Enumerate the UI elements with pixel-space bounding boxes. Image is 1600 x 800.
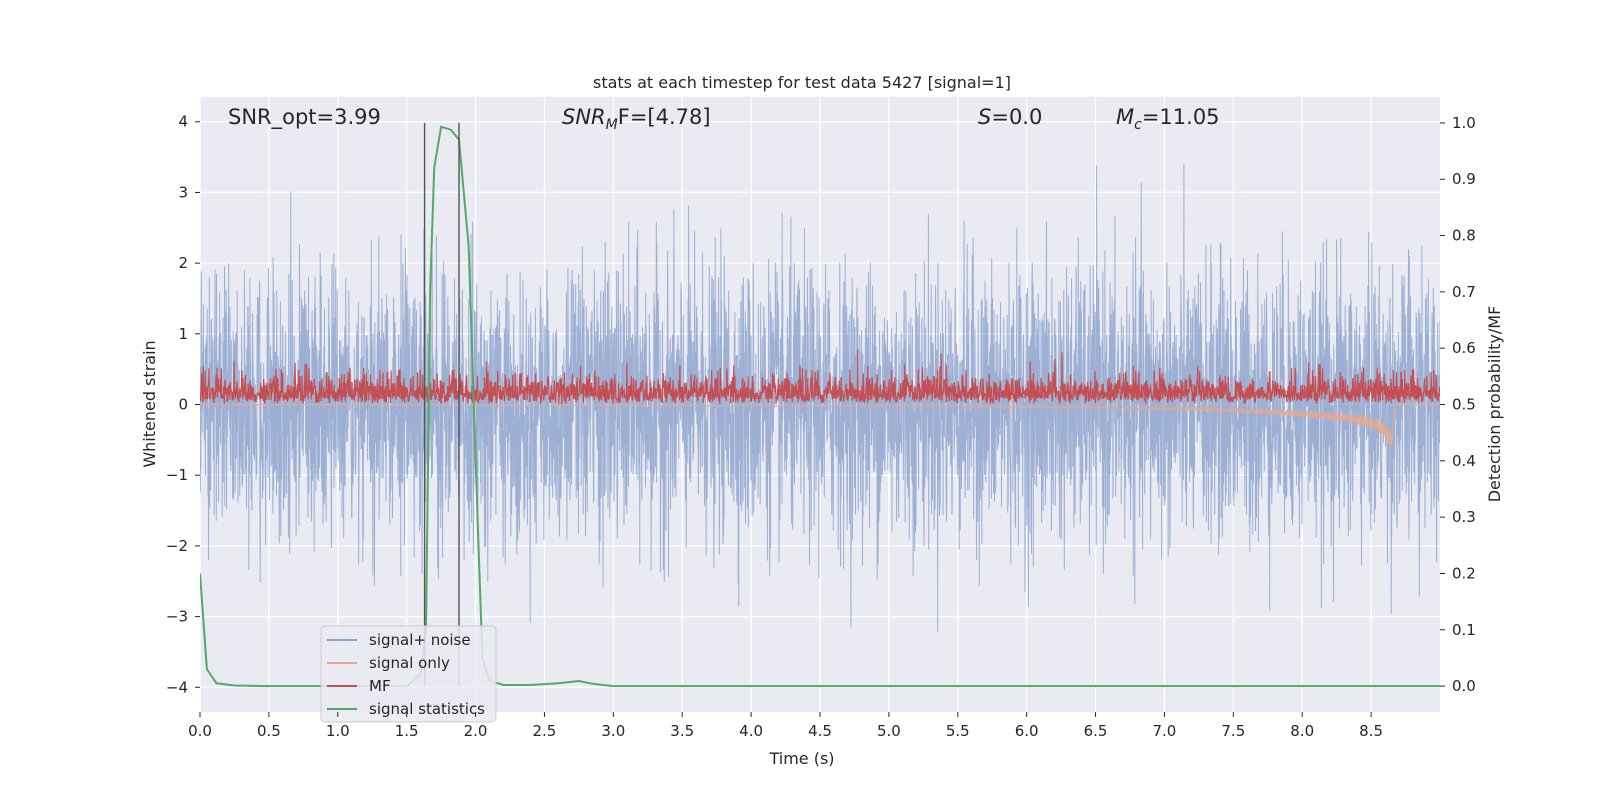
legend-label: signal statistics — [369, 700, 485, 718]
x-tick-label: 1.5 — [395, 722, 419, 740]
y-tick-label-right: 0.7 — [1452, 283, 1476, 301]
x-tick-label: 1.0 — [326, 722, 350, 740]
y-tick-label-right: 0.2 — [1452, 564, 1476, 582]
legend-label: signal+ noise — [369, 631, 471, 649]
y-tick-label-right: 0.8 — [1452, 227, 1476, 245]
y-tick-label-right: 0.0 — [1452, 677, 1476, 695]
series-signal-only-line — [200, 403, 1440, 448]
y-tick-label-left: 0 — [178, 396, 188, 414]
annotations: SNR_opt=3.99 SNRMF=[4.78] S=0.0 Mc=11.05 — [228, 105, 1220, 133]
y-tick-label-right: 0.1 — [1452, 621, 1476, 639]
x-tick-label: 7.5 — [1221, 722, 1245, 740]
y-tick-label-left: 2 — [178, 254, 188, 272]
x-tick-label: 5.5 — [946, 722, 970, 740]
y-tick-label-right: 1.0 — [1452, 114, 1476, 132]
x-tick-label: 2.5 — [533, 722, 557, 740]
x-tick-label: 6.5 — [1084, 722, 1108, 740]
x-tick-label: 0.0 — [188, 722, 212, 740]
y-tick-label-left: −2 — [166, 537, 188, 555]
series-layer — [200, 125, 1440, 688]
x-tick-label: 3.0 — [601, 722, 625, 740]
legend-box — [320, 625, 497, 723]
y-tick-label-left: −1 — [166, 466, 188, 484]
y-tick-label-left: −3 — [166, 608, 188, 626]
y-tick-label-right: 0.6 — [1452, 339, 1476, 357]
y-tick-label-right: 0.3 — [1452, 508, 1476, 526]
x-tick-label: 8.5 — [1359, 722, 1383, 740]
annotation-s: S=0.0 — [978, 105, 1042, 129]
series-mf-line — [200, 348, 1440, 405]
legend-label: MF — [369, 677, 391, 695]
y-tick-label-right: 0.9 — [1452, 170, 1476, 188]
annotation-snr-opt: SNR_opt=3.99 — [228, 105, 381, 130]
y-axis-label-right: Detection probability/MF — [1485, 306, 1504, 503]
x-tick-label: 6.0 — [1015, 722, 1039, 740]
y-tick-label-left: 1 — [178, 325, 188, 343]
x-tick-label: 4.5 — [808, 722, 832, 740]
axes: 0.0 0.5 1.0 1.5 2.0 2.5 3.0 3.5 4.0 4.5 5.0 5.5 6.0 6… — [166, 113, 1476, 740]
annotation-mc: Mc=11.05 — [1116, 105, 1220, 133]
x-tick-label: 0.5 — [257, 722, 281, 740]
annotation-snr-mf: SNRMF=[4.78] — [562, 105, 711, 133]
x-tick-label: 3.5 — [670, 722, 694, 740]
y-tick-label-right: 0.4 — [1452, 452, 1476, 470]
x-axis-label: Time (s) — [768, 749, 834, 768]
x-tick-label: 5.0 — [877, 722, 901, 740]
y-axis-label-left: Whitened strain — [140, 340, 159, 467]
x-tick-label: 8.0 — [1290, 722, 1314, 740]
legend: signal+ noise signal only MF signal statist… — [320, 625, 497, 723]
x-tick-label: 7.0 — [1153, 722, 1177, 740]
y-tick-label-right: 0.5 — [1452, 396, 1476, 414]
y-tick-label-left: 4 — [178, 113, 188, 131]
x-tick-label: 2.0 — [464, 722, 488, 740]
series-signal-statistics-line — [200, 125, 1440, 688]
y-tick-label-left: 3 — [178, 183, 188, 201]
series-signal-noise-line — [200, 163, 1440, 632]
x-tick-label: 4.0 — [739, 722, 763, 740]
legend-label: signal only — [369, 654, 450, 672]
chart-title: stats at each timestep for test data 542… — [593, 73, 1011, 92]
y-tick-label-left: −4 — [166, 678, 188, 696]
vertical-markers — [423, 122, 460, 687]
